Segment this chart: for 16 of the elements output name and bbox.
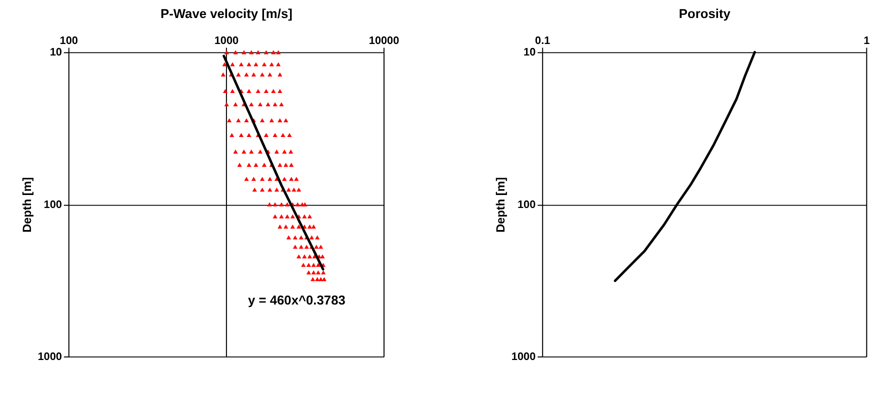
x-axis-title: P-Wave velocity [m/s] xyxy=(160,6,292,22)
x-axis-title: Porosity xyxy=(678,6,732,22)
x-tick-label: 0.1 xyxy=(535,34,550,47)
x-tick-label: 1000 xyxy=(214,34,239,47)
x-tick-label: 10000 xyxy=(368,34,400,47)
y-tick-label: 100 xyxy=(44,198,62,211)
x-tick-label: 1 xyxy=(864,34,870,47)
annotation: y = 460x^0.3783 xyxy=(248,292,346,308)
y-tick-label: 1000 xyxy=(511,350,536,363)
y-tick-label: 10 xyxy=(524,46,536,59)
y-tick-label: 100 xyxy=(517,198,536,211)
x-tick-label: 100 xyxy=(60,34,78,47)
y-axis-title: Depth [m] xyxy=(20,177,34,233)
y-tick-label: 10 xyxy=(50,46,62,59)
y-axis-title: Depth [m] xyxy=(493,177,508,233)
y-tick-label: 1000 xyxy=(38,350,62,363)
